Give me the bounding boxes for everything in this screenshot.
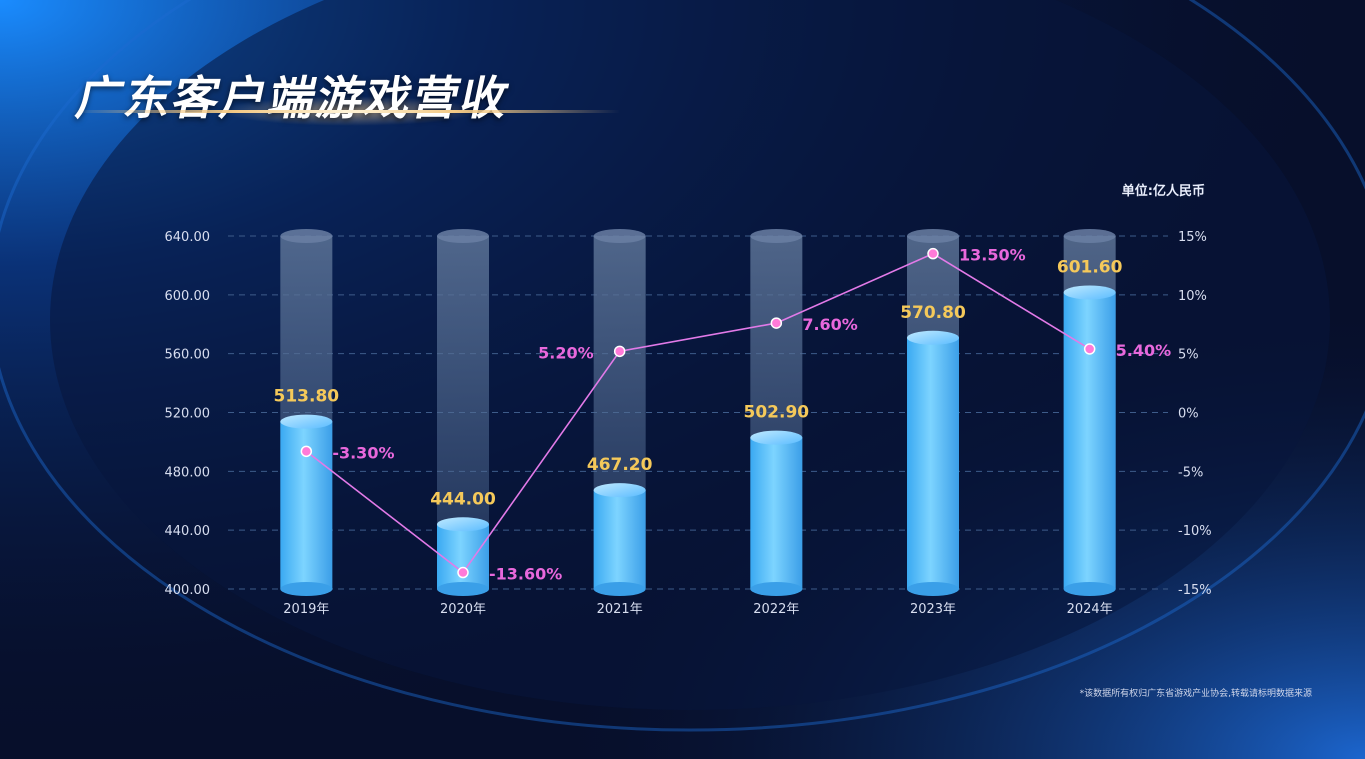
bar-top: [750, 430, 803, 445]
growth-value-label: 5.40%: [1116, 341, 1172, 360]
bar-base: [1063, 582, 1116, 596]
bar-background-top: [593, 229, 646, 243]
bar: [1063, 292, 1116, 589]
y-right-tick-label: 0%: [1178, 407, 1199, 422]
growth-marker: [770, 317, 783, 329]
x-tick-label: 2024年: [1067, 602, 1113, 617]
unit-label: 单位:亿人民币: [1121, 184, 1205, 199]
growth-value-label: 13.50%: [959, 246, 1026, 265]
title-underline: [70, 110, 620, 113]
growth-marker: [927, 247, 939, 260]
growth-marker: [1083, 343, 1096, 355]
bar-value-label: 444.00: [430, 489, 496, 509]
growth-value-label: -3.30%: [332, 443, 394, 462]
growth-marker: [300, 445, 313, 458]
bar-value-label: 601.60: [1057, 257, 1123, 277]
y-right-tick-label: 5%: [1178, 348, 1199, 363]
growth-marker: [457, 566, 469, 579]
bar-top: [907, 330, 959, 345]
y-right-tick-label: 10%: [1178, 289, 1207, 304]
bar-background-top: [280, 229, 333, 243]
bar: [593, 490, 646, 589]
y-right-tick-label: -15%: [1178, 583, 1212, 598]
bar-background-top: [437, 229, 489, 243]
y-right-tick-label: -10%: [1178, 524, 1212, 539]
y-left-tick-label: 480.00: [165, 465, 211, 480]
bar: [907, 337, 959, 589]
bar-base: [907, 582, 959, 596]
x-tick-label: 2021年: [597, 602, 643, 617]
y-left-tick-label: 640.00: [165, 230, 211, 245]
bar-value-label: 502.90: [744, 403, 810, 423]
growth-line: [305, 252, 1091, 574]
bar-top: [437, 517, 489, 532]
bar-background-top: [750, 229, 803, 243]
y-left-tick-label: 520.00: [165, 407, 211, 422]
growth-marker: [613, 345, 626, 358]
bar: [437, 524, 489, 589]
bar-base: [437, 582, 489, 596]
bar-top: [1063, 285, 1116, 300]
growth-value-label: 5.20%: [538, 343, 594, 362]
bar: [750, 437, 803, 589]
bar-value-label: 513.80: [274, 387, 340, 407]
bar-background-top: [1063, 229, 1116, 243]
y-left-tick-label: 440.00: [165, 524, 211, 539]
bar-value-label: 570.80: [900, 303, 966, 323]
x-tick-label: 2023年: [910, 602, 956, 617]
x-tick-label: 2022年: [753, 602, 799, 617]
growth-value-label: 7.60%: [802, 315, 858, 334]
bar-background-top: [907, 229, 959, 243]
bar-top: [593, 483, 646, 498]
growth-value-label: -13.60%: [489, 565, 562, 584]
y-left-tick-label: 560.00: [165, 348, 211, 363]
y-right-tick-label: 15%: [1178, 230, 1207, 245]
x-tick-label: 2020年: [440, 602, 486, 617]
footnote: *该数据所有权归广东省游戏产业协会,转载请标明数据来源: [1079, 689, 1312, 699]
x-tick-label: 2019年: [283, 602, 329, 617]
bar-base: [750, 582, 803, 596]
bar-base: [593, 582, 646, 596]
y-left-tick-label: 600.00: [165, 289, 211, 304]
bar-value-label: 467.20: [587, 455, 653, 475]
bar-base: [280, 582, 333, 596]
bar-top: [280, 414, 333, 429]
y-left-tick-label: 400.00: [165, 583, 211, 598]
y-right-tick-label: -5%: [1178, 465, 1203, 480]
